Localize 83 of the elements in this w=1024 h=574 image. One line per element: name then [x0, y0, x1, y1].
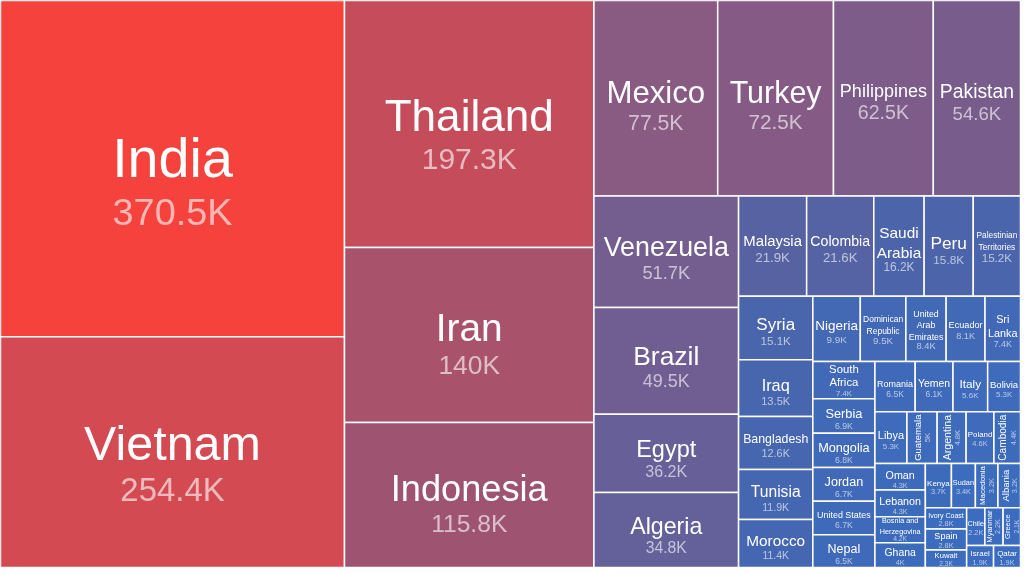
category-label: Syria	[756, 315, 796, 335]
category-label: Sri Lanka	[988, 313, 1019, 339]
category-label: Lebanon	[879, 495, 922, 508]
data-label: 9.5K	[873, 334, 894, 346]
category-label: United States	[817, 509, 872, 520]
data-label: 16.2K	[883, 259, 915, 274]
data-label: 15.8K	[933, 253, 965, 267]
data-label: 9.9K	[826, 333, 848, 345]
data-label: 62.5K	[857, 101, 909, 124]
category-label: Nepal	[827, 541, 861, 556]
data-label: 140K	[438, 350, 501, 381]
data-label: 77.5K	[628, 110, 684, 134]
category-label: Albania	[999, 469, 1011, 502]
data-label: 72.5K	[748, 110, 803, 134]
data-label: 7.4K	[993, 338, 1012, 349]
category-label: Italy	[959, 377, 982, 392]
category-label: Pakistan	[939, 80, 1014, 102]
data-label: 6.5K	[835, 555, 853, 566]
data-label: 6.7K	[835, 489, 853, 500]
category-label: Nigeria	[815, 318, 859, 334]
category-label: Malaysia	[743, 233, 803, 250]
category-label: Ecuador	[948, 320, 983, 331]
category-label: Bangladesh	[743, 432, 809, 447]
category-label: Algeria	[630, 512, 703, 539]
data-label: 8.1K	[956, 330, 976, 341]
category-label: Dominican Republic	[863, 314, 904, 336]
category-label: United Arab Emirates	[908, 308, 944, 342]
data-label: 6.9K	[834, 420, 854, 431]
data-label: 15.1K	[760, 335, 792, 348]
category-label: Thailand	[384, 91, 554, 141]
category-label: India	[112, 126, 233, 189]
data-label: 11.4K	[762, 549, 789, 561]
category-label: Jordan	[824, 474, 864, 489]
category-label: Guatemala	[912, 413, 924, 461]
data-label: 34.8K	[645, 539, 688, 557]
category-label: Romania	[877, 378, 914, 389]
category-label: Egypt	[636, 435, 697, 462]
category-label: Indonesia	[390, 467, 549, 509]
category-label: Libya	[877, 429, 905, 442]
data-label: 6.1K	[925, 390, 944, 400]
data-label: 21.6K	[822, 249, 858, 265]
data-label: 6.5K	[886, 388, 905, 399]
category-label: Saudi Arabia	[876, 224, 922, 261]
category-label: Colombia	[810, 233, 871, 250]
data-label: 115.8K	[431, 509, 508, 537]
category-label: Iran	[435, 306, 503, 350]
data-label: 12.6K	[761, 446, 791, 459]
category-label: Philippines	[839, 80, 927, 101]
category-label: Yemen	[918, 378, 951, 390]
category-label: Serbia	[825, 406, 864, 422]
category-label: Mongolia	[818, 440, 871, 455]
data-label: 13.5K	[761, 394, 791, 407]
category-label: Morocco	[746, 532, 806, 550]
category-label: Cambodia	[997, 414, 1009, 461]
data-label: 21.9K	[755, 250, 791, 266]
category-label: Ghana	[884, 546, 916, 558]
data-label: 54.6K	[952, 102, 1002, 124]
data-label: 51.7K	[642, 261, 691, 283]
category-label: Brazil	[633, 340, 700, 371]
category-label: Bolivia	[989, 378, 1019, 390]
category-label: South Africa	[829, 362, 860, 389]
data-label: 254.4K	[120, 471, 225, 509]
category-label: Argentina	[941, 414, 954, 461]
data-label: 8.4K	[916, 340, 937, 351]
data-label: 49.5K	[642, 371, 690, 392]
category-label: Mexico	[606, 74, 706, 110]
data-label: 6.8K	[835, 455, 853, 466]
data-label: 370.5K	[112, 190, 233, 233]
category-label: Palestinian Territories	[976, 230, 1018, 252]
data-label: 5.6K	[962, 391, 980, 401]
category-label: Tunisia	[750, 483, 801, 501]
category-label: Iraq	[761, 376, 790, 395]
data-label: 15.2K	[981, 250, 1013, 264]
category-label: Venezuela	[603, 231, 729, 262]
category-label: Oman	[885, 468, 915, 481]
data-label: 36.2K	[645, 463, 688, 481]
data-label: 11.9K	[762, 500, 790, 513]
category-label: Peru	[930, 232, 967, 253]
data-label: 6.7K	[835, 519, 853, 530]
category-label: Spain	[934, 530, 958, 541]
data-label: 197.3K	[421, 141, 517, 175]
category-label: Vietnam	[84, 415, 261, 470]
category-label: Turkey	[729, 75, 823, 111]
